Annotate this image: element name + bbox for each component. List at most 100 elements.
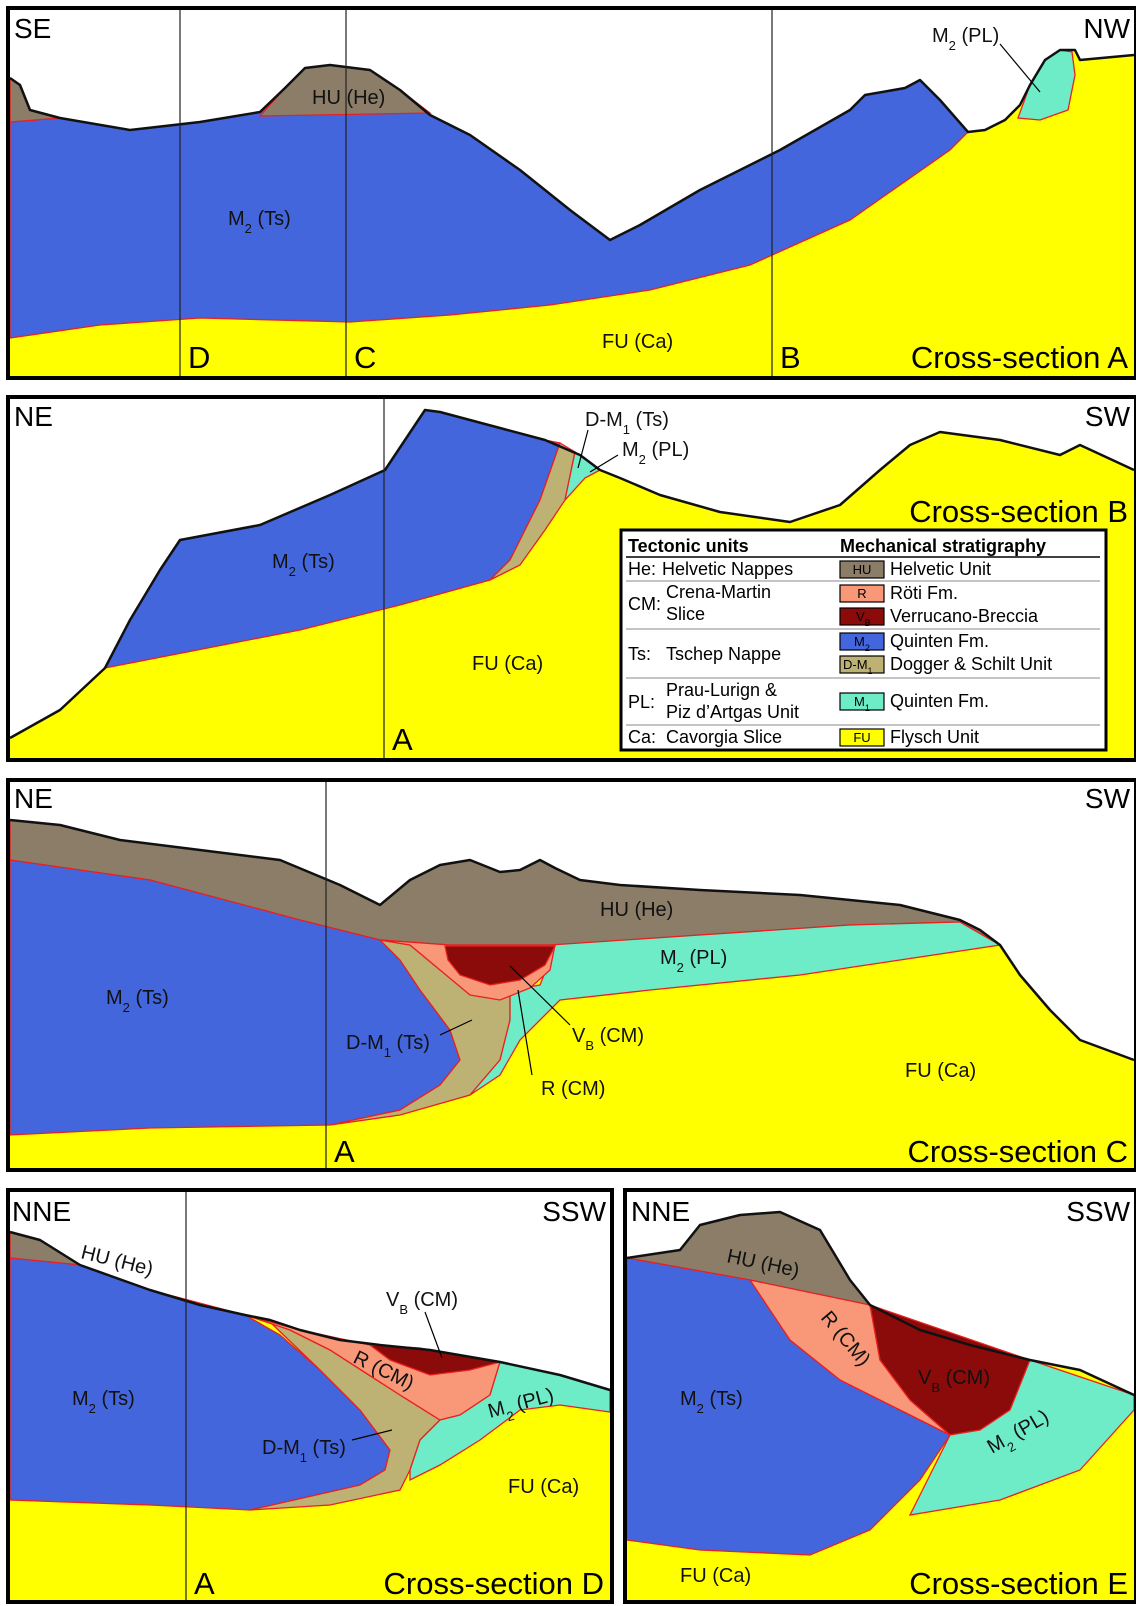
label: FU (Ca) <box>680 1565 751 1587</box>
label: Prau-Lurign & <box>666 680 777 700</box>
label: NNE <box>12 1196 71 1227</box>
label: NNE <box>631 1196 690 1227</box>
label-part: D-M <box>843 657 868 672</box>
label: NE <box>14 401 53 432</box>
label: Cavorgia Slice <box>666 727 782 747</box>
label: Cross-section C <box>908 1134 1129 1169</box>
label: Piz d’Artgas Unit <box>666 702 799 722</box>
label: Röti Fm. <box>890 583 958 603</box>
label: D <box>188 340 210 375</box>
label-part: (Ts) <box>96 1388 135 1410</box>
label: Cross-section D <box>384 1566 605 1601</box>
label-part: 2 <box>639 452 646 467</box>
label-part: M <box>228 208 245 230</box>
label-part: 2 <box>949 38 956 53</box>
label: Tectonic units <box>628 536 749 556</box>
label: M2 (PL) <box>932 25 999 53</box>
label: FU (Ca) <box>472 653 543 675</box>
label-part: M <box>622 439 639 461</box>
label-part: (Ts) <box>307 1437 346 1459</box>
label: Ts: <box>628 644 651 664</box>
label: Verrucano-Breccia <box>890 606 1039 626</box>
label: Cross-section B <box>909 494 1128 529</box>
label: Cross-section E <box>909 1566 1128 1601</box>
label-part: 2 <box>245 221 252 236</box>
line <box>1000 44 1040 92</box>
label-part: M <box>106 987 123 1009</box>
label: Slice <box>666 604 705 624</box>
label: SW <box>1085 401 1131 432</box>
legend: Tectonic units Mechanical stratigraphy H… <box>621 530 1106 750</box>
label: Quinten Fm. <box>890 631 989 651</box>
label: He: <box>628 559 656 579</box>
label-part: M <box>854 694 865 709</box>
label: NW <box>1083 13 1130 44</box>
label-part: (PL) <box>684 947 727 969</box>
rock-unit <box>10 1258 390 1510</box>
cross-sections: M2 (PL) HU (He) M2 (Ts) FU (Ca) SE NW D … <box>0 0 1136 1606</box>
label: FU <box>853 730 870 745</box>
label: PL: <box>628 692 655 712</box>
label: SW <box>1085 783 1131 814</box>
label-part: M <box>72 1388 89 1410</box>
label: NE <box>14 783 53 814</box>
label-part: B <box>865 618 871 628</box>
label-part: 1 <box>300 1450 307 1465</box>
panel-c: HU (He) M2 (PL) M2 (Ts) D-M1 (Ts) VB (CM… <box>8 780 1136 1170</box>
label: FU (Ca) <box>602 331 673 353</box>
label: FU (Ca) <box>905 1060 976 1082</box>
label: SSW <box>542 1196 606 1227</box>
label-part: D-M <box>585 409 623 431</box>
label: Mechanical stratigraphy <box>840 536 1046 556</box>
label: C <box>354 340 376 375</box>
label-part: 2 <box>697 1401 704 1416</box>
label-part: 1 <box>384 1045 391 1060</box>
label-part: V <box>856 609 865 624</box>
label: Ca: <box>628 727 656 747</box>
label-part: (PL) <box>646 439 689 461</box>
label-part: 1 <box>623 422 630 437</box>
panel-d: HU (He) VB (CM) R (CM) M2 (PL) M2 (Ts) D… <box>8 1190 612 1602</box>
label: FU (Ca) <box>508 1476 579 1498</box>
label: CM: <box>628 594 661 614</box>
label-part: B <box>585 1038 594 1053</box>
label: HU (He) <box>312 87 385 109</box>
label: A <box>194 1566 215 1601</box>
label-part: M <box>660 947 677 969</box>
label-part: M <box>680 1388 697 1410</box>
label: Crena-Martin <box>666 582 771 602</box>
label-part: (CM) <box>940 1367 990 1389</box>
label: A <box>334 1134 355 1169</box>
label-part: (Ts) <box>130 987 169 1009</box>
label-part: V <box>386 1289 400 1311</box>
label-part: (Ts) <box>296 551 335 573</box>
panel-e: HU (He) R (CM) VB (CM) M2 (PL) M2 (Ts) F… <box>625 1190 1136 1602</box>
label-part: V <box>918 1367 932 1389</box>
label-part: (Ts) <box>252 208 291 230</box>
label: A <box>392 722 413 757</box>
line <box>590 455 618 472</box>
label-part: (Ts) <box>630 409 669 431</box>
label-part: 1 <box>865 703 870 713</box>
label: Flysch Unit <box>890 727 979 747</box>
label: HU (He) <box>600 899 673 921</box>
label-part: (Ts) <box>704 1388 743 1410</box>
label-part: B <box>399 1302 408 1317</box>
label: Quinten Fm. <box>890 691 989 711</box>
label-part: (CM) <box>408 1289 458 1311</box>
label-part: 2 <box>89 1401 96 1416</box>
label-part: D-M <box>262 1437 300 1459</box>
label: R <box>857 586 866 601</box>
label: Dogger & Schilt Unit <box>890 654 1052 674</box>
panel-b: D-M1 (Ts) M2 (PL) M2 (Ts) FU (Ca) NE SW … <box>8 397 1136 760</box>
label: M2 (PL) <box>622 439 689 467</box>
label-part: M <box>854 634 865 649</box>
label: SE <box>14 13 51 44</box>
label: Helvetic Nappes <box>662 559 793 579</box>
label-part: B <box>931 1380 940 1395</box>
label: VB (CM) <box>386 1289 458 1317</box>
label-part: 1 <box>868 666 873 676</box>
page: M2 (PL) HU (He) M2 (Ts) FU (Ca) SE NW D … <box>0 0 1136 1606</box>
label: Helvetic Unit <box>890 559 991 579</box>
label-part: (Ts) <box>391 1032 430 1054</box>
